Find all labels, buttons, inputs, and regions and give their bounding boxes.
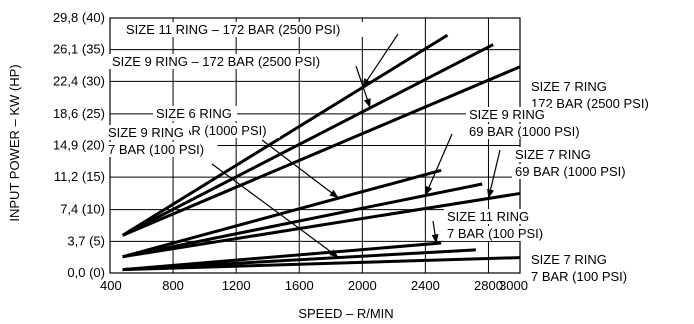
- leader-line: [361, 33, 399, 88]
- series-layer: [121, 33, 521, 272]
- series-label-line: 7 BAR (100 PSI): [108, 142, 204, 157]
- leader-arrowhead: [425, 185, 433, 196]
- x-axis-title: SPEED – R/MIN: [298, 306, 393, 321]
- series-label: SIZE 7 RING 69 BAR (1000 PSI): [512, 147, 639, 179]
- x-tick-label: 3000: [499, 278, 528, 293]
- x-tick-label: 2400: [411, 278, 440, 293]
- series-line: [122, 248, 476, 272]
- series-label-line: 69 BAR (1000 PSI): [469, 124, 580, 139]
- leader-layer: [211, 33, 501, 259]
- series-line: [121, 33, 449, 237]
- label-background: [105, 125, 190, 140]
- series-label: SIZE 11 RING – 172 BAR (2500 PSI): [123, 22, 364, 37]
- label-background: [512, 164, 639, 179]
- x-tick-label: 1200: [222, 278, 251, 293]
- y-tick-label: 7,4 (10): [60, 202, 105, 217]
- leader-arrowhead: [487, 188, 494, 199]
- y-tick-label: 22,4 (30): [53, 73, 105, 88]
- label-background: [512, 147, 597, 162]
- series-label-line: 7 BAR (100 PSI): [447, 226, 543, 241]
- series-label-line: SIZE 7 RING: [515, 147, 591, 162]
- y-tick-label: 18,6 (25): [53, 106, 105, 121]
- grid-layer: [109, 17, 521, 274]
- leader-arrowhead: [431, 234, 439, 244]
- series-label-line: SIZE 11 RING: [447, 209, 529, 224]
- series-label-line: SIZE 6 RING: [156, 106, 232, 121]
- series-line: [122, 182, 483, 259]
- series-label-line: SIZE 9 RING: [469, 107, 545, 122]
- series-line: [121, 43, 494, 237]
- y-tick-label: 26,1 (35): [53, 42, 105, 57]
- x-tick-label: 2000: [348, 278, 377, 293]
- label-background: [466, 124, 593, 139]
- series-label: SIZE 9 RING 69 BAR (1000 PSI): [466, 107, 593, 139]
- x-tick-label: 800: [162, 278, 184, 293]
- series-label-line: SIZE 7 RING: [531, 252, 607, 267]
- leader-arrowhead: [329, 189, 339, 199]
- y-tick-label: 3,7 (5): [67, 233, 105, 248]
- series-label-line: 7 BAR (100 PSI): [531, 269, 627, 284]
- series-label: SIZE 9 RING – 172 BAR (2500 PSI): [109, 54, 343, 69]
- series-label: SIZE 7 RING 172 BAR (2500 PSI): [531, 79, 649, 111]
- series-line: [122, 191, 521, 259]
- series-label-line: SIZE 9 RING: [108, 125, 184, 140]
- x-tick-label: 400: [100, 278, 122, 293]
- y-axis-title: INPUT POWER – KW (HP): [7, 64, 22, 221]
- label-background: [466, 107, 551, 122]
- leader-arrowhead: [363, 98, 371, 108]
- series-label: SIZE 7 RING 7 BAR (100 PSI): [531, 252, 627, 284]
- leader-line: [424, 133, 453, 196]
- y-tick-label: 11,2 (15): [54, 169, 105, 184]
- label-background: [109, 54, 343, 69]
- x-tick-label: 2800: [474, 278, 503, 293]
- y-tick-label: 29,8 (40): [53, 10, 105, 25]
- label-background: [444, 226, 557, 241]
- series-label-line: SIZE 11 RING – 172 BAR (2500 PSI): [126, 22, 340, 37]
- series-label-line: SIZE 9 RING – 172 BAR (2500 PSI): [112, 54, 320, 69]
- label-background: [105, 142, 218, 157]
- series-line: [122, 65, 521, 237]
- leader-arrowhead: [362, 78, 371, 88]
- series-line: [122, 241, 442, 272]
- leader-line: [261, 139, 340, 199]
- leader-line: [211, 163, 340, 259]
- label-layer: SIZE 11 RING – 172 BAR (2500 PSI) SIZE 9 …: [105, 22, 649, 284]
- label-background: [123, 22, 364, 37]
- label-background: [444, 209, 536, 224]
- y-tick-label: 14,9 (20): [53, 138, 105, 153]
- series-label: SIZE 11 RING 7 BAR (100 PSI): [444, 209, 557, 241]
- x-tick-label: 1600: [285, 278, 314, 293]
- y-tick-label: 0,0 (0): [67, 265, 105, 280]
- series-label-line: SIZE 7 RING: [531, 79, 607, 94]
- series-line: [122, 168, 442, 259]
- series-line: [122, 256, 521, 272]
- series-label: SIZE 9 RING 7 BAR (100 PSI): [105, 125, 218, 157]
- series-label-line: 172 BAR (2500 PSI): [531, 96, 649, 111]
- series-label-line: 69 BAR (1000 PSI): [515, 164, 626, 179]
- leader-arrowhead: [329, 249, 339, 258]
- label-background: [153, 106, 238, 121]
